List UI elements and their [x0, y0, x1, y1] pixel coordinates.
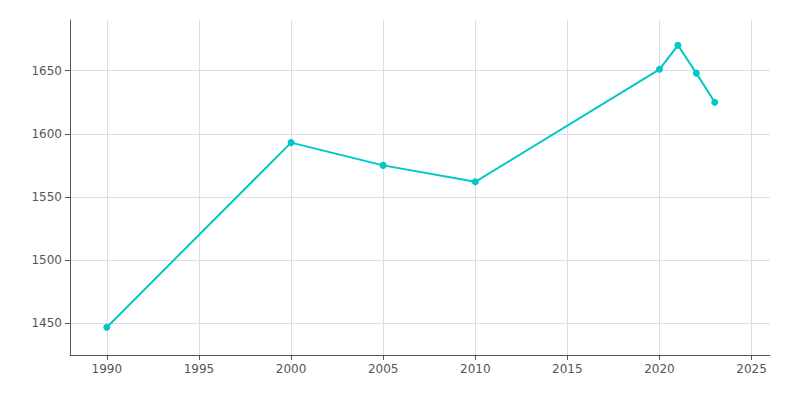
svg-text:1500: 1500 — [31, 253, 62, 267]
svg-text:1600: 1600 — [31, 127, 62, 141]
svg-text:1550: 1550 — [31, 190, 62, 204]
svg-text:1995: 1995 — [184, 362, 215, 376]
svg-text:2020: 2020 — [644, 362, 675, 376]
svg-text:2000: 2000 — [276, 362, 307, 376]
svg-text:2025: 2025 — [736, 362, 767, 376]
svg-text:2010: 2010 — [460, 362, 491, 376]
svg-text:1450: 1450 — [31, 316, 62, 330]
svg-text:2005: 2005 — [368, 362, 399, 376]
svg-text:1650: 1650 — [31, 64, 62, 78]
svg-text:1990: 1990 — [92, 362, 123, 376]
svg-text:2015: 2015 — [552, 362, 583, 376]
